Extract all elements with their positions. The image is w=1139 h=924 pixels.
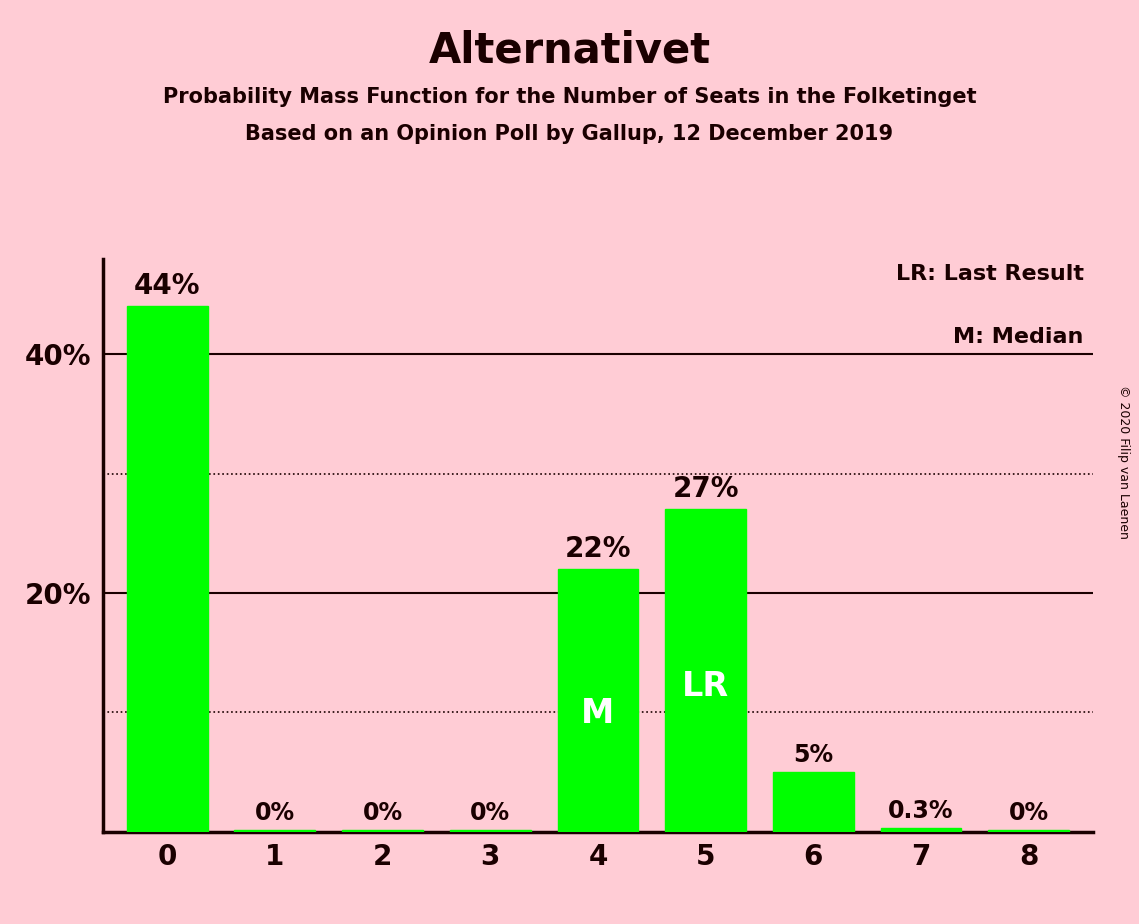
Bar xyxy=(558,569,638,832)
Text: 27%: 27% xyxy=(672,475,739,504)
Text: 22%: 22% xyxy=(565,535,631,563)
Text: 44%: 44% xyxy=(134,273,200,300)
Text: M: Median: M: Median xyxy=(953,327,1083,347)
Text: 0%: 0% xyxy=(470,801,510,825)
Bar xyxy=(989,830,1070,832)
Text: 0.3%: 0.3% xyxy=(888,799,953,823)
Text: 0%: 0% xyxy=(255,801,295,825)
Text: 5%: 5% xyxy=(794,743,834,767)
Text: Alternativet: Alternativet xyxy=(428,30,711,72)
Text: 0%: 0% xyxy=(362,801,402,825)
Bar xyxy=(880,828,961,832)
Text: © 2020 Filip van Laenen: © 2020 Filip van Laenen xyxy=(1117,385,1130,539)
Text: LR: LR xyxy=(682,670,729,703)
Bar xyxy=(126,307,207,832)
Text: LR: Last Result: LR: Last Result xyxy=(895,264,1083,285)
Bar xyxy=(342,830,423,832)
Bar xyxy=(773,772,854,832)
Bar xyxy=(450,830,531,832)
Text: Based on an Opinion Poll by Gallup, 12 December 2019: Based on an Opinion Poll by Gallup, 12 D… xyxy=(245,124,894,144)
Bar xyxy=(665,509,746,832)
Text: Probability Mass Function for the Number of Seats in the Folketinget: Probability Mass Function for the Number… xyxy=(163,87,976,107)
Text: 0%: 0% xyxy=(1009,801,1049,825)
Text: M: M xyxy=(581,697,615,730)
Bar xyxy=(235,830,316,832)
